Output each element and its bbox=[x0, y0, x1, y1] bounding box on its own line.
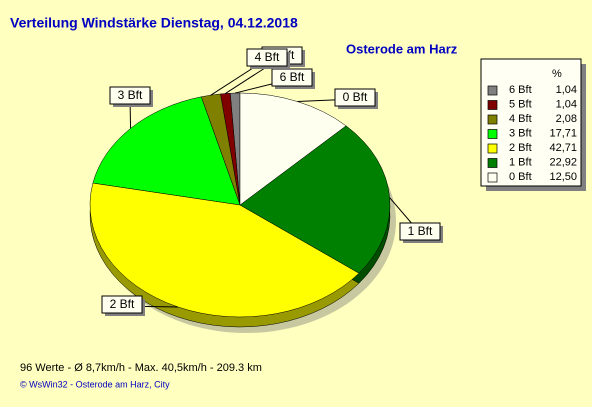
legend-swatch bbox=[487, 100, 498, 110]
legend-swatch bbox=[487, 114, 498, 125]
legend-box bbox=[480, 58, 582, 187]
legend-label: 3 Bft bbox=[509, 127, 532, 139]
legend-value: 1,04 bbox=[556, 84, 577, 96]
label-box bbox=[334, 88, 376, 107]
slice-label: 6 Bft bbox=[280, 70, 305, 84]
label-box bbox=[399, 222, 441, 241]
label-box bbox=[101, 295, 143, 314]
legend-value: 2,08 bbox=[556, 113, 577, 125]
legend-value: 12,50 bbox=[549, 171, 577, 183]
pie-slice bbox=[92, 96, 241, 206]
legend-label: 4 Bft bbox=[509, 113, 532, 125]
legend-label: 0 Bft bbox=[509, 171, 532, 183]
pie-slice bbox=[239, 92, 347, 206]
legend-swatch bbox=[487, 129, 498, 139]
legend-value: 17,71 bbox=[549, 127, 577, 139]
slice-label: 4 Bft bbox=[255, 50, 280, 64]
label-box bbox=[271, 68, 313, 87]
chart-title: Verteilung Windstärke Dienstag, 04.12.20… bbox=[10, 15, 298, 31]
slice-label: 3 Bft bbox=[118, 88, 143, 102]
legend-header: % bbox=[552, 68, 562, 80]
legend-label: 5 Bft bbox=[509, 98, 532, 110]
chart-subtitle: Osterode am Harz bbox=[346, 41, 458, 56]
slice-label: 0 Bft bbox=[343, 90, 368, 104]
footer: 96 Werte - Ø 8,7km/h - Max. 40,5km/h - 2… bbox=[20, 362, 262, 374]
legend-swatch bbox=[487, 158, 498, 168]
legend-swatch bbox=[487, 143, 498, 154]
legend-value: 22,92 bbox=[549, 156, 577, 168]
legend-value: 1,04 bbox=[556, 98, 577, 110]
legend-label: 1 Bft bbox=[509, 156, 532, 168]
legend-value: 42,71 bbox=[549, 142, 577, 154]
slice-label: 2 Bft bbox=[110, 297, 135, 311]
label-box bbox=[109, 86, 151, 105]
legend-label: 6 Bft bbox=[509, 84, 532, 96]
slice-label: 1 Bft bbox=[408, 224, 433, 238]
legend-swatch bbox=[487, 85, 498, 96]
copyright: © WsWin32 - Osterode am Harz, City bbox=[20, 379, 170, 389]
legend-swatch bbox=[487, 172, 498, 183]
legend-label: 2 Bft bbox=[509, 142, 532, 154]
label-box bbox=[246, 48, 288, 67]
